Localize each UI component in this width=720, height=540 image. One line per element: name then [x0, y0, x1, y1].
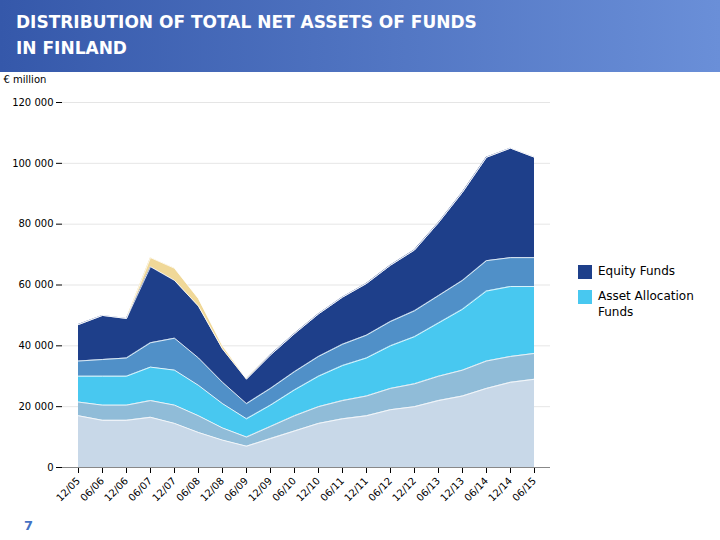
- svg-text:120 000: 120 000: [12, 97, 53, 108]
- svg-text:40 000: 40 000: [19, 340, 54, 351]
- svg-text:06/15: 06/15: [510, 475, 538, 503]
- html-text:Asset Allocation Funds: Asset Allocation Funds: [598, 289, 694, 319]
- svg-text:06/12: 06/12: [366, 475, 394, 503]
- svg-text:12/14: 12/14: [486, 475, 514, 503]
- svg-text:20 000: 20 000: [19, 401, 54, 412]
- svg-text:60 000: 60 000: [19, 279, 54, 290]
- html-text:Equity Funds: Equity Funds: [598, 263, 676, 278]
- svg-text:12/07: 12/07: [150, 475, 178, 503]
- svg-text:80 000: 80 000: [19, 218, 54, 229]
- svg-text:12/11: 12/11: [342, 475, 370, 503]
- svg-text:12/08: 12/08: [198, 475, 226, 503]
- svg-text:12/09: 12/09: [246, 475, 274, 503]
- svg-text:100 000: 100 000: [12, 158, 53, 169]
- svg-text:0: 0: [47, 462, 53, 473]
- svg-text:12/10: 12/10: [294, 475, 322, 503]
- svg-text:12/06: 12/06: [102, 475, 130, 503]
- svg-text:06/07: 06/07: [126, 475, 154, 503]
- svg-text:12/05: 12/05: [54, 475, 82, 503]
- html-text:DISTRIBUTION OF TOTAL NET ASSE: DISTRIBUTION OF TOTAL NET ASSETS OF FUND…: [16, 12, 477, 58]
- svg-text:12/12: 12/12: [390, 475, 418, 503]
- svg-text:06/06: 06/06: [78, 475, 106, 503]
- svg-text:06/11: 06/11: [318, 475, 346, 503]
- svg-text:06/13: 06/13: [414, 475, 442, 503]
- svg-text:06/14: 06/14: [462, 475, 490, 503]
- svg-text:€ million: € million: [4, 74, 47, 85]
- svg-text:12/13: 12/13: [438, 475, 466, 503]
- svg-text:06/09: 06/09: [222, 475, 250, 503]
- svg-text:06/08: 06/08: [174, 475, 202, 503]
- svg-text:06/10: 06/10: [270, 475, 298, 503]
- html-text:7: 7: [24, 518, 33, 533]
